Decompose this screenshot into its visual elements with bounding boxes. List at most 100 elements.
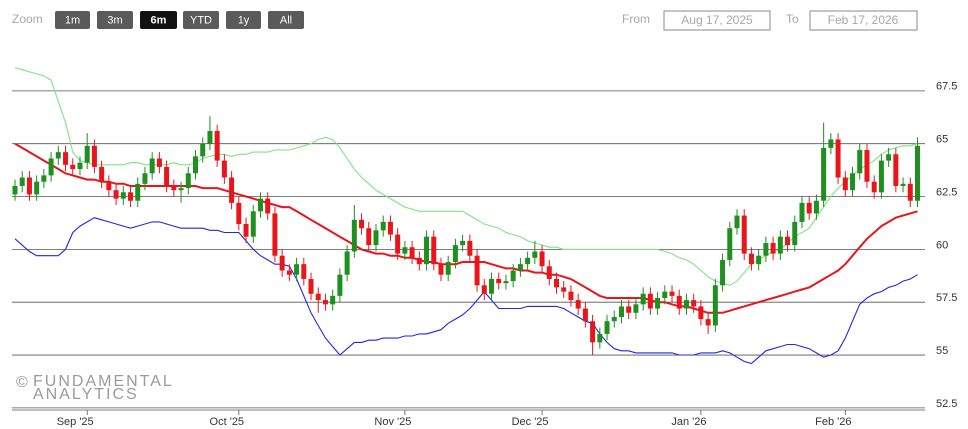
- candle-body: [915, 145, 920, 201]
- candle-body: [243, 224, 249, 237]
- to-label: To: [786, 12, 799, 26]
- zoom-button-bg[interactable]: [55, 11, 90, 29]
- candle-body: [611, 317, 617, 322]
- candle-body: [236, 202, 242, 224]
- candle-body: [351, 219, 357, 252]
- zoom-button-label[interactable]: 1m: [65, 14, 80, 26]
- candle-body: [322, 300, 328, 305]
- candle-body: [41, 175, 47, 182]
- candle-body: [135, 183, 141, 201]
- candle-body: [770, 243, 776, 254]
- candle-body: [893, 154, 899, 186]
- zoom-button[interactable]: 1y: [226, 11, 261, 29]
- from-label: From: [622, 12, 650, 26]
- y-tick-label: 57.5: [936, 292, 957, 304]
- candle-body: [748, 253, 754, 265]
- candle-body: [214, 131, 220, 161]
- candle-body: [842, 177, 848, 191]
- zoom-button[interactable]: 3m: [97, 11, 133, 29]
- zoom-button-bg[interactable]: [140, 11, 177, 29]
- candle-body: [517, 264, 523, 271]
- candle-body: [503, 281, 509, 284]
- zoom-button-bg[interactable]: [226, 11, 261, 29]
- candle-body: [792, 221, 798, 246]
- y-tick-label: 62.5: [936, 186, 957, 198]
- candle-body: [452, 245, 458, 263]
- candle-body: [113, 190, 119, 199]
- candle-body: [539, 251, 545, 267]
- zoom-button-bg[interactable]: [97, 11, 133, 29]
- candle-body: [221, 160, 227, 178]
- candle-body: [799, 202, 805, 222]
- candle-body: [828, 139, 834, 148]
- candle-body: [655, 297, 661, 309]
- watermark-line: ANALYTICS: [33, 386, 139, 403]
- y-tick-label: 60: [936, 239, 948, 251]
- candle-body: [99, 166, 105, 182]
- x-tick-label: Oct '25: [210, 416, 245, 428]
- x-tick-label: Sep '25: [57, 416, 94, 428]
- band-line: [14, 142, 918, 314]
- x-tick-label: Nov '25: [374, 416, 411, 428]
- candle-body: [813, 200, 819, 214]
- candle-body: [597, 333, 603, 343]
- candle-body: [106, 181, 112, 191]
- candle-body: [366, 228, 372, 246]
- to-input[interactable]: [809, 10, 918, 31]
- candle-body: [272, 213, 278, 256]
- candle-body: [380, 221, 386, 231]
- candle-body: [510, 270, 516, 282]
- candle-body: [359, 219, 365, 229]
- zoom-button-bg[interactable]: [268, 11, 304, 29]
- zoom-button-label[interactable]: 1y: [238, 14, 250, 26]
- zoom-button-label[interactable]: 6m: [151, 14, 167, 26]
- candle-body: [907, 183, 913, 201]
- zoom-button[interactable]: 1m: [55, 11, 90, 29]
- candle-body: [720, 259, 726, 286]
- candle-body: [26, 177, 32, 195]
- candle-body: [683, 300, 689, 309]
- candle-body: [84, 145, 90, 163]
- candle-body: [34, 181, 40, 195]
- zoom-button-bg[interactable]: [183, 11, 219, 29]
- candle-body: [756, 255, 762, 265]
- candle-body: [850, 173, 856, 191]
- to-value[interactable]: Feb 17, 2026: [828, 13, 899, 27]
- candle-body: [250, 211, 256, 237]
- band-line: [14, 217, 918, 365]
- zoom-button-label[interactable]: All: [280, 14, 292, 26]
- candle-body: [257, 198, 263, 212]
- candle-body: [878, 160, 884, 193]
- candle-body: [481, 285, 487, 294]
- candle-body: [178, 188, 184, 191]
- candle-body: [546, 266, 552, 279]
- zoom-button[interactable]: YTD: [183, 11, 219, 29]
- from-value[interactable]: Aug 17, 2025: [681, 13, 753, 27]
- candle-body: [128, 192, 134, 201]
- candle-body: [532, 251, 538, 258]
- candle-body: [604, 321, 610, 334]
- candle-body: [777, 236, 783, 254]
- candle-body: [387, 221, 393, 235]
- candle-body: [561, 287, 567, 292]
- y-tick-label: 52.5: [936, 398, 957, 410]
- candle-body: [835, 139, 841, 178]
- zoom-button-label[interactable]: YTD: [190, 14, 212, 26]
- candle-body: [785, 236, 791, 246]
- candle-body: [156, 158, 162, 167]
- candle-body: [554, 278, 559, 288]
- zoom-button[interactable]: All: [268, 11, 304, 29]
- candle-body: [640, 293, 646, 305]
- y-tick-label: 65: [936, 134, 948, 146]
- candle-body: [712, 285, 718, 326]
- candle-body: [91, 145, 97, 167]
- candle-body: [705, 319, 711, 326]
- zoom-button-label[interactable]: 3m: [107, 14, 122, 26]
- candle-body: [821, 147, 827, 201]
- from-input[interactable]: [663, 10, 771, 31]
- candle-body: [55, 152, 61, 159]
- candle-body: [424, 236, 430, 265]
- candle-body: [582, 308, 588, 322]
- zoom-button[interactable]: 6m: [140, 11, 177, 29]
